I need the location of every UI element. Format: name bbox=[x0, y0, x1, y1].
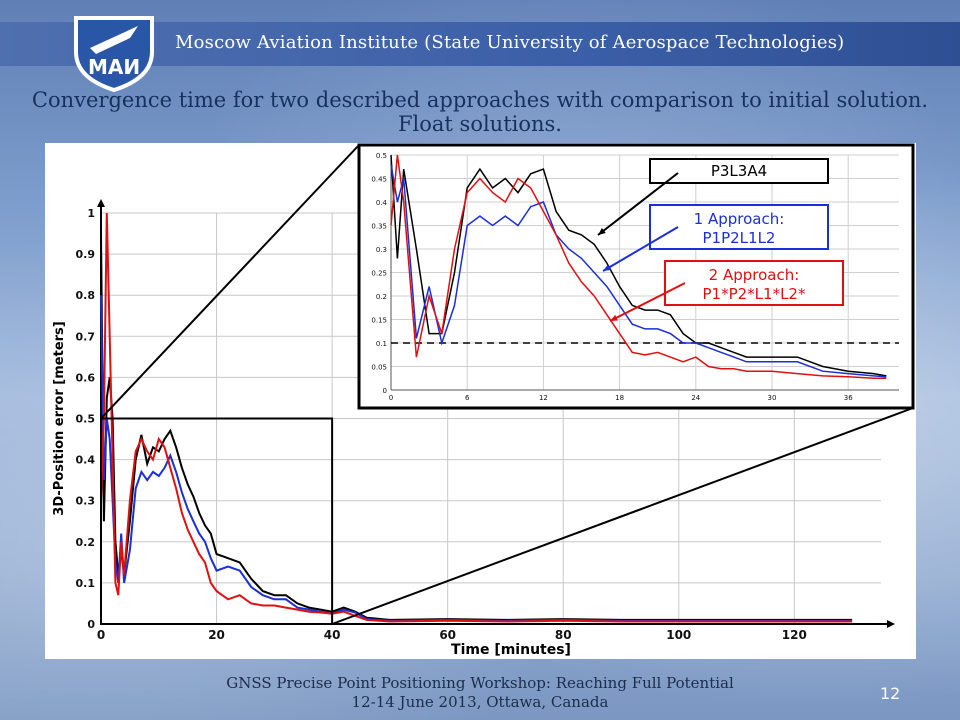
inset-y-tick-label: 0.5 bbox=[376, 152, 387, 160]
inset-x-tick-label: 12 bbox=[539, 394, 548, 402]
inset-y-tick-label: 0.3 bbox=[376, 246, 387, 254]
zoom-connector-top bbox=[100, 144, 360, 420]
x-tick-label: 20 bbox=[208, 628, 225, 642]
zoom-connector-bottom bbox=[331, 407, 914, 625]
y-tick-label: 0 bbox=[87, 618, 95, 631]
y-tick-label: 0.4 bbox=[76, 454, 96, 467]
header-banner bbox=[0, 22, 960, 66]
y-tick-label: 0.5 bbox=[76, 413, 96, 426]
y-tick-label: 0.3 bbox=[76, 495, 96, 508]
inset-y-tick-label: 0.2 bbox=[376, 293, 387, 301]
inset-y-tick-label: 0 bbox=[383, 387, 387, 395]
footer-line-2: 12-14 June 2013, Ottawa, Canada bbox=[351, 693, 609, 711]
y-tick-label: 1 bbox=[87, 207, 95, 220]
annotation-text-3: P1*P2*L1*L2* bbox=[703, 285, 806, 303]
y-tick-label: 0.1 bbox=[76, 577, 96, 590]
inset-x-tick-label: 30 bbox=[768, 394, 777, 402]
annotation-arrow-3 bbox=[609, 282, 686, 322]
annotation-arrowhead-3 bbox=[610, 314, 618, 321]
inset-series-line-2 bbox=[390, 164, 887, 378]
zoom-box bbox=[100, 417, 334, 625]
footer: GNSS Precise Point Positioning Workshop:… bbox=[130, 674, 830, 712]
inset-y-tick-label: 0.4 bbox=[376, 199, 388, 207]
inset-x-tick-label: 6 bbox=[465, 394, 470, 402]
inset-series-line-3 bbox=[390, 154, 887, 380]
y-tick-label: 0.7 bbox=[76, 330, 96, 343]
annotation-text-2: 1 Approach: bbox=[694, 210, 785, 228]
inset-series-line-1 bbox=[390, 154, 887, 377]
chart-svg: 00.10.20.30.40.50.60.70.80.910 20 40 60 80 10… bbox=[52, 143, 915, 658]
footer-line-1: GNSS Precise Point Positioning Workshop:… bbox=[226, 674, 734, 692]
y-tick-label: 0.9 bbox=[76, 248, 96, 261]
annotation-box-2 bbox=[649, 204, 829, 250]
inset-y-tick-label: 0.15 bbox=[371, 317, 387, 325]
series-line-3 bbox=[100, 212, 853, 623]
y-axis-label: 3D-Position error [meters] bbox=[52, 321, 67, 515]
annotation-arrow-2 bbox=[602, 226, 679, 272]
mai-logo: МАИ bbox=[74, 16, 154, 92]
y-tick-label: 0.6 bbox=[76, 371, 96, 384]
annotation-text-2: P1P2L1L2 bbox=[703, 229, 776, 247]
page-number: 12 bbox=[880, 684, 901, 703]
inset-x-tick-label: 0 bbox=[389, 394, 393, 402]
annotation-box-1 bbox=[649, 158, 829, 184]
y-tick-label: 0.8 bbox=[76, 289, 96, 302]
y-tick-label: 0.2 bbox=[76, 536, 96, 549]
x-axis-arrow bbox=[887, 620, 895, 628]
x-tick-label: 40 bbox=[324, 628, 341, 642]
logo-text: МАИ bbox=[88, 55, 140, 79]
annotation-arrow-1 bbox=[597, 172, 679, 236]
inset-y-tick-label: 0.35 bbox=[371, 223, 387, 231]
x-tick-label: 100 bbox=[666, 628, 691, 642]
annotation-arrowhead-1 bbox=[598, 228, 606, 235]
zoom-connector-lines bbox=[100, 144, 914, 625]
chart-area: 0 0.1 0.2 0.3 0.4 0.5 0.6 0.7 0.8 0.9 1 0 20 40 60 80 10… bbox=[45, 143, 916, 659]
x-tick-label: 0 bbox=[97, 628, 105, 642]
annotation-box-3 bbox=[664, 260, 844, 306]
annotation-arrowhead-2 bbox=[603, 264, 611, 271]
x-tick-label: 80 bbox=[555, 628, 572, 642]
annotation-text-1: P3L3A4 bbox=[711, 162, 767, 180]
x-axis-label: Time [minutes] bbox=[451, 642, 571, 658]
inset-x-tick-label: 36 bbox=[844, 394, 853, 402]
x-tick-label: 120 bbox=[782, 628, 807, 642]
x-tick-label: 60 bbox=[439, 628, 456, 642]
zoom-inset-plot: 0 0.05 0.1 0.15 0.2 0.25 0.3 0.35 0.4 0.45 0.5 0 6 12… bbox=[357, 143, 915, 410]
institute-name: Moscow Aviation Institute (State Univers… bbox=[175, 32, 845, 53]
inset-y-tick-label: 0.25 bbox=[371, 270, 387, 278]
inset-y-tick-label: 0.05 bbox=[371, 364, 387, 372]
inset-x-tick-label: 24 bbox=[691, 394, 700, 402]
annotation-text-3: 2 Approach: bbox=[709, 266, 800, 284]
slide-title: Convergence time for two described appro… bbox=[31, 88, 929, 136]
y-axis-arrow bbox=[97, 199, 105, 207]
inset-x-tick-label: 18 bbox=[615, 394, 624, 402]
inset-y-tick-label: 0.1 bbox=[376, 340, 387, 348]
inset-y-tick-label: 0.45 bbox=[371, 176, 387, 184]
airplane-icon bbox=[90, 26, 138, 54]
